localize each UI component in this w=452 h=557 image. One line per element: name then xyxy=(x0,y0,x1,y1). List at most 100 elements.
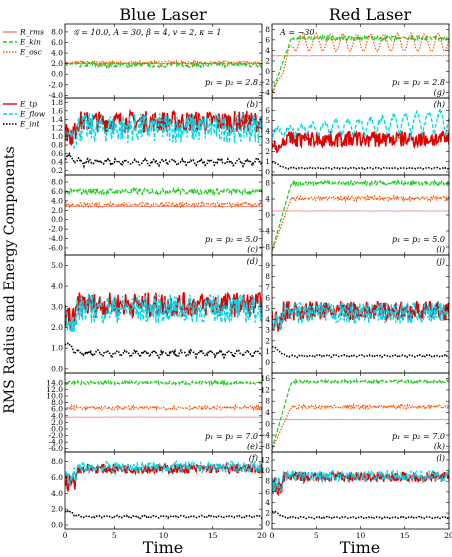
panel-right-5: −8 −4 0 4 8 12 16 (k)p₁ = p₂ = 7.0 xyxy=(259,372,450,453)
y-tick-label: 8.0 xyxy=(51,457,63,466)
panel-label: (b) xyxy=(247,100,258,109)
x-tick-label: 0 xyxy=(270,531,275,540)
panel-left-1: -4.0 -2.00.0 2.04.0 6.0 8.0 p₁ = p₂ = 2.8 xyxy=(49,23,263,100)
y-tick-label: 4 xyxy=(265,408,270,417)
y-tick-label: 4 xyxy=(265,126,270,135)
y-tick-label: 6 xyxy=(265,487,270,496)
panel-left-5: -6.0-4.0-2.00.02.04.06.08.010.012.014.0 (… xyxy=(46,372,263,453)
panel-label: (f) xyxy=(249,454,258,463)
panel-right-3: −8 −4 0 4 8 (i)p₁ = p₂ = 5.0 xyxy=(259,174,450,256)
y-axis-label: RMS Radius and Energy Components xyxy=(2,146,18,413)
legend-label-top-0: R_rms xyxy=(19,28,44,37)
series-e-kin xyxy=(272,377,449,450)
y-tick-label: 0.6 xyxy=(51,149,63,158)
panel-label: (k) xyxy=(434,442,445,451)
y-tick-label: -2.0 xyxy=(49,431,64,440)
y-tick-label: -2.0 xyxy=(49,80,64,89)
y-tick-label: 6 xyxy=(265,106,270,115)
y-tick-label: 12 xyxy=(260,455,270,464)
y-tick-label: 8 xyxy=(265,397,270,406)
panel-left-4: 0.0 1.0 2.0 3.0 4.0 5.0 (d) xyxy=(51,254,263,374)
x-tick-label: 10 xyxy=(159,531,169,540)
panel-label: (g) xyxy=(434,88,445,97)
y-tick-label: 0.4 xyxy=(51,158,63,167)
y-tick-label: 2.0 xyxy=(51,505,63,514)
y-tick-label: 3 xyxy=(265,137,270,146)
y-tick-label: −8 xyxy=(259,243,270,252)
y-tick-label: 0 xyxy=(265,167,270,176)
p-annotation: p₁ = p₂ = 2.8 xyxy=(205,78,258,87)
series-r-rms xyxy=(272,55,449,57)
y-tick-label: 0 xyxy=(265,211,270,220)
x-axis-label-right: Time xyxy=(340,538,380,557)
series-e-osc xyxy=(65,403,262,412)
series-group xyxy=(272,31,449,96)
y-tick-label: −4 xyxy=(259,88,270,97)
p-annotation: p₁ = p₂ = 5.0 xyxy=(205,235,258,244)
x-tick-label: 15 xyxy=(208,531,218,540)
series-e-int xyxy=(65,508,262,520)
panel-label: (h) xyxy=(434,100,445,109)
y-tick-label: 8.0 xyxy=(51,398,63,407)
series-e-kin xyxy=(272,178,449,252)
series-group xyxy=(65,58,262,70)
y-tick-label: 8 xyxy=(265,179,270,188)
y-tick-label: 0.0 xyxy=(51,215,63,224)
series-group xyxy=(65,291,262,361)
y-tick-label: −2 xyxy=(259,78,270,87)
series-e-tp xyxy=(65,291,262,331)
p-annotation: p₁ = p₂ = 2.8 xyxy=(392,78,445,87)
legend-label-top-2: E_osc xyxy=(19,48,43,57)
y-tick-label: -6.0 xyxy=(49,444,64,453)
y-tick-label: 6.0 xyxy=(51,38,63,47)
series-e-int xyxy=(65,151,262,170)
panel-label: (i) xyxy=(436,245,445,254)
y-tick-label: 4 xyxy=(265,195,270,204)
series-e-kin xyxy=(65,186,262,197)
panel-right-1: −4−2 02 4 68 (g)p₁ = p₂ = 2.8 xyxy=(259,23,450,99)
y-tick-label: 0.0 xyxy=(51,364,63,373)
y-tick-label: 0.8 xyxy=(51,141,63,150)
y-tick-label: 0 xyxy=(265,519,270,528)
y-tick-label: -4.0 xyxy=(49,234,64,243)
y-tick-label: 4.0 xyxy=(51,196,63,205)
red-a-annotation: A = −30 xyxy=(279,28,314,37)
series-e-osc xyxy=(65,58,262,67)
y-tick-label: 12.0 xyxy=(46,385,63,394)
series-group xyxy=(65,186,262,209)
series-group xyxy=(65,459,262,520)
panels-group: -4.0-2.00.02.04.06.08.0p₁ = p₂ = 2.80.20… xyxy=(3,23,452,540)
y-tick-label: −4 xyxy=(259,431,270,440)
series-e-osc xyxy=(272,193,449,252)
x-tick-label: 20 xyxy=(444,531,452,540)
y-tick-label: 2 xyxy=(265,147,270,156)
y-tick-label: 0 xyxy=(265,358,270,367)
series-e-kin xyxy=(65,59,262,70)
params-annotation: 𝒢 = 10.0, A = 30, β = 4, v = 2, κ = 1 xyxy=(73,28,221,37)
series-group xyxy=(272,108,449,171)
y-tick-label: 4.0 xyxy=(51,411,63,420)
series-e-flow xyxy=(272,301,449,331)
y-tick-label: 16 xyxy=(260,374,270,383)
y-tick-label: 2 xyxy=(265,57,270,66)
y-tick-label: 0.2 xyxy=(51,166,63,175)
series-e-osc xyxy=(272,31,449,96)
series-group xyxy=(272,300,449,359)
series-e-flow xyxy=(272,108,449,139)
y-tick-label: -4.0 xyxy=(49,91,64,100)
col-title-blue: Blue Laser xyxy=(119,5,207,24)
y-tick-label: 1 xyxy=(265,347,270,356)
panel-label: (e) xyxy=(247,442,258,451)
series-e-int xyxy=(272,345,449,359)
series-group xyxy=(272,377,449,450)
series-e-flow xyxy=(65,292,262,333)
col-title-red: Red Laser xyxy=(329,5,412,24)
y-tick-label: 2 xyxy=(265,509,270,518)
x-tick-label: 5 xyxy=(112,531,117,540)
panel-label: (j) xyxy=(436,257,445,266)
y-tick-label: 0 xyxy=(265,67,270,76)
y-tick-label: 2.0 xyxy=(51,323,63,332)
series-group xyxy=(65,108,262,170)
y-tick-label: 6.0 xyxy=(51,473,63,482)
